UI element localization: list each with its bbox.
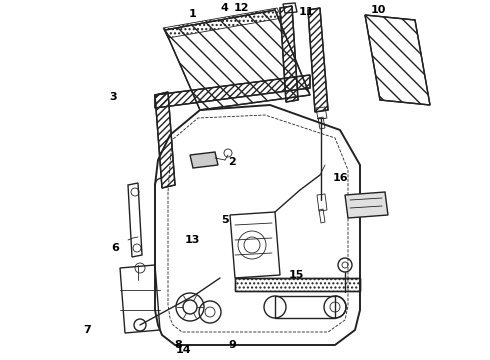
Text: 5: 5 xyxy=(221,215,229,225)
Text: 6: 6 xyxy=(111,243,119,253)
Text: 10: 10 xyxy=(370,5,386,15)
Polygon shape xyxy=(190,152,218,168)
Text: 7: 7 xyxy=(83,325,91,335)
Polygon shape xyxy=(345,192,388,218)
Text: 1: 1 xyxy=(189,9,197,19)
Text: 14: 14 xyxy=(175,345,191,355)
Text: 12: 12 xyxy=(233,3,249,13)
Text: 16: 16 xyxy=(332,173,348,183)
Text: 4: 4 xyxy=(220,3,228,13)
Text: 9: 9 xyxy=(228,340,236,350)
Text: 13: 13 xyxy=(184,235,200,245)
Text: 15: 15 xyxy=(288,270,304,280)
Text: 3: 3 xyxy=(109,92,117,102)
Text: 2: 2 xyxy=(228,157,236,167)
Text: 11: 11 xyxy=(298,7,314,17)
Text: 8: 8 xyxy=(174,340,182,350)
